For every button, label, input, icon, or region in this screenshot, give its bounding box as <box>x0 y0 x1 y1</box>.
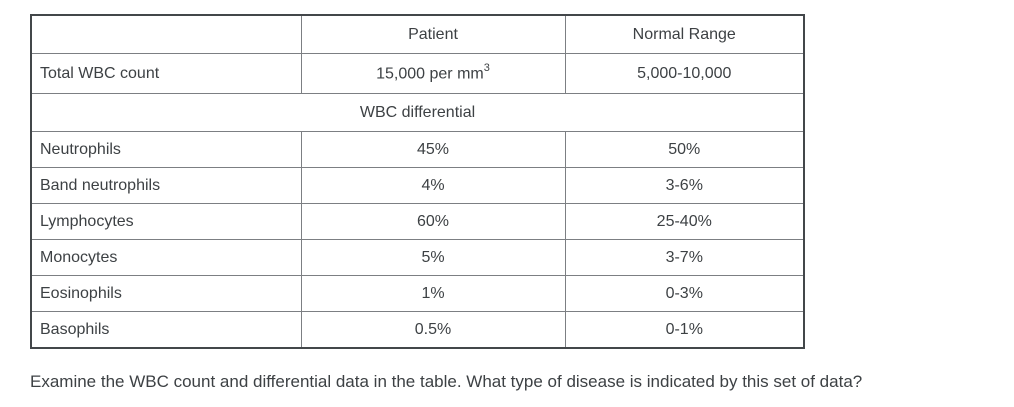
row-label: Eosinophils <box>30 275 302 312</box>
total-wbc-row: Total WBC count 15,000 per mm3 5,000-10,… <box>30 53 805 94</box>
normal-value: 50% <box>564 131 805 168</box>
table-row-neutrophils: Neutrophils 45% 50% <box>30 131 805 168</box>
row-label: Neutrophils <box>30 131 302 168</box>
normal-value: 0-3% <box>564 275 805 312</box>
normal-value: 25-40% <box>564 203 805 240</box>
patient-value: 4% <box>300 167 566 204</box>
patient-value: 60% <box>300 203 566 240</box>
table-header-row: Patient Normal Range <box>30 14 805 54</box>
table-row-eosinophils: Eosinophils 1% 0-3% <box>30 275 805 312</box>
normal-value: 3-7% <box>564 239 805 276</box>
table-row-monocytes: Monocytes 5% 3-7% <box>30 239 805 276</box>
wbc-differential-header: WBC differential <box>30 93 805 132</box>
total-wbc-label: Total WBC count <box>30 53 302 94</box>
row-label: Band neutrophils <box>30 167 302 204</box>
header-patient: Patient <box>300 14 566 54</box>
wbc-data-table: Patient Normal Range Total WBC count 15,… <box>30 14 805 349</box>
table-row-lymphocytes: Lymphocytes 60% 25-40% <box>30 203 805 240</box>
total-wbc-patient-value: 15,000 per mm3 <box>300 53 566 94</box>
patient-value: 45% <box>300 131 566 168</box>
patient-value: 1% <box>300 275 566 312</box>
patient-value: 0.5% <box>300 311 566 349</box>
normal-value: 0-1% <box>564 311 805 349</box>
wbc-differential-section-row: WBC differential <box>30 93 805 132</box>
row-label: Basophils <box>30 311 302 349</box>
table-row-band-neutrophils: Band neutrophils 4% 3-6% <box>30 167 805 204</box>
row-label: Monocytes <box>30 239 302 276</box>
question-text: Examine the WBC count and differential d… <box>30 372 863 391</box>
header-empty-cell <box>30 14 302 54</box>
total-wbc-normal-value: 5,000-10,000 <box>564 53 805 94</box>
row-label: Lymphocytes <box>30 203 302 240</box>
header-normal-range: Normal Range <box>564 14 805 54</box>
superscript: 3 <box>483 62 490 75</box>
normal-value: 3-6% <box>564 167 805 204</box>
patient-value: 5% <box>300 239 566 276</box>
table-row-basophils: Basophils 0.5% 0-1% <box>30 311 805 349</box>
